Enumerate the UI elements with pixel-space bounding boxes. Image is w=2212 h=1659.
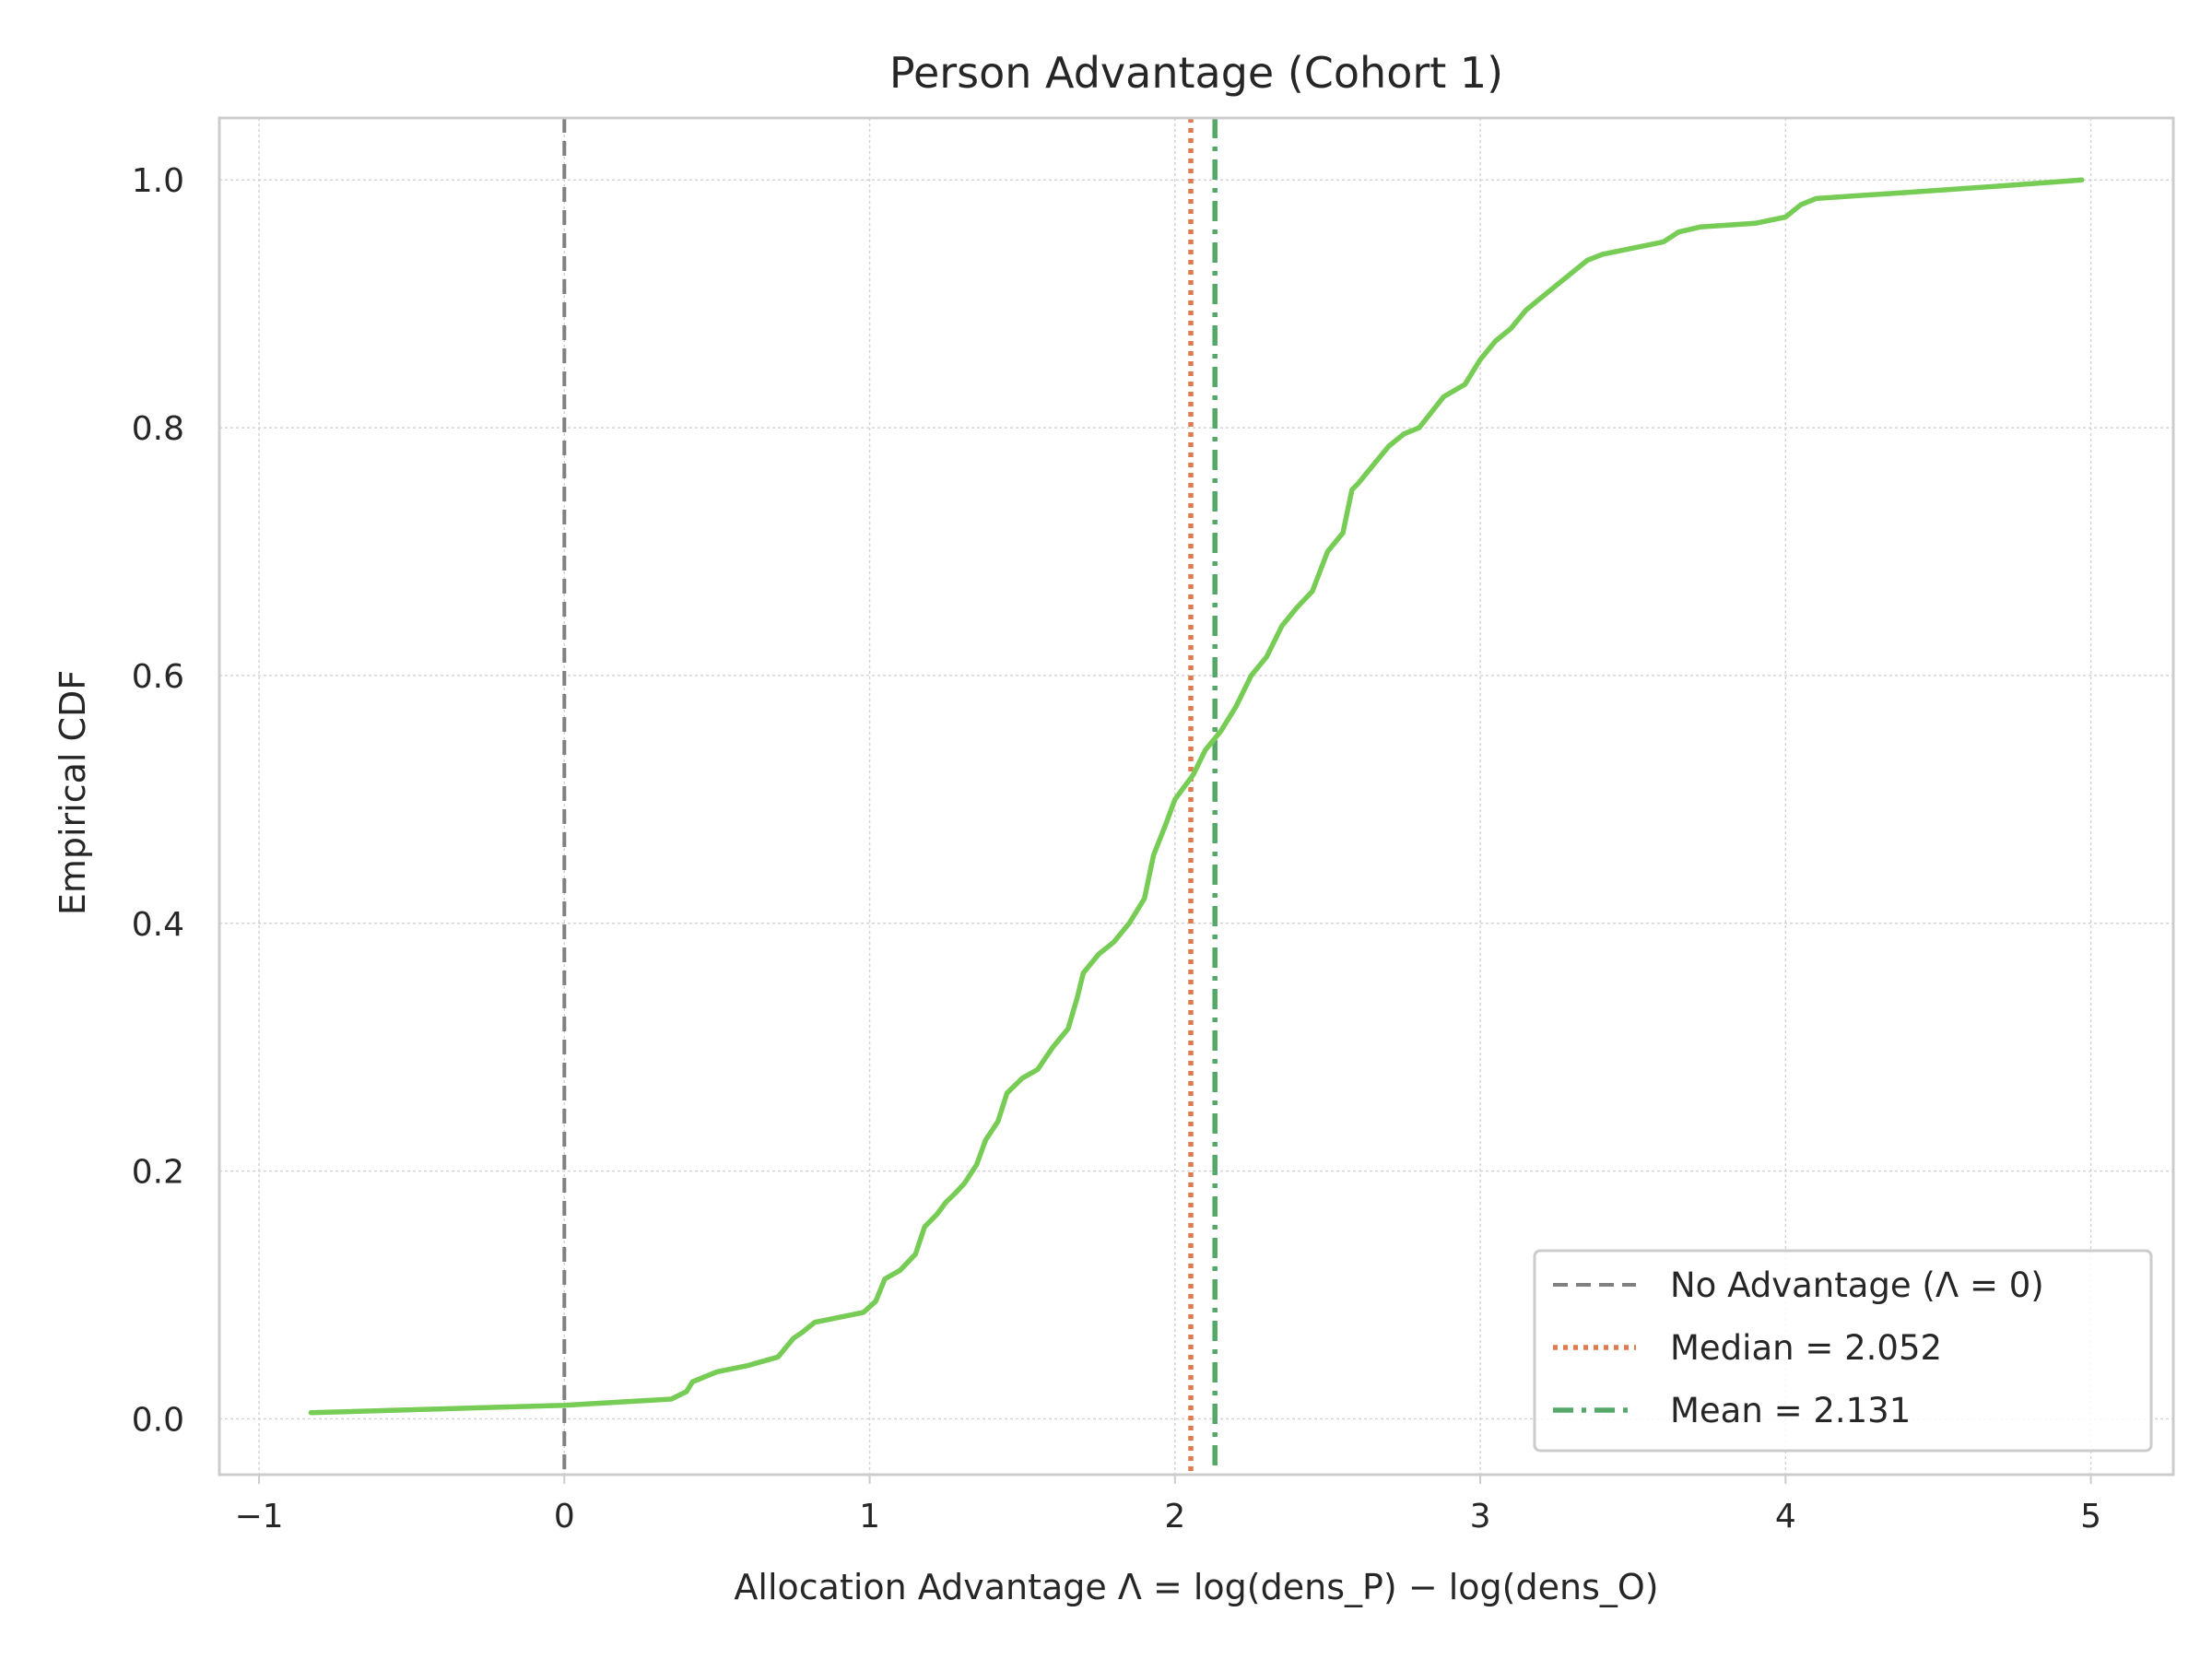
x-tick-label: 3 (1470, 1498, 1491, 1535)
x-tick-label: 4 (1775, 1498, 1796, 1535)
y-tick-label: 0.0 (132, 1402, 184, 1440)
legend-label: Mean = 2.131 (1670, 1391, 1911, 1430)
y-tick-label: 0.6 (132, 658, 184, 696)
legend-item-mean: Mean = 2.131 (1553, 1391, 1911, 1430)
x-axis-title: Allocation Advantage Λ = log(dens_P) − l… (734, 1567, 1658, 1607)
legend: No Advantage (Λ = 0) Median = 2.052 Mean =… (1533, 1249, 2153, 1453)
y-axis-ticks: 0.0 0.2 0.4 0.6 0.8 1.0 (132, 162, 184, 1439)
legend-item-no-advantage: No Advantage (Λ = 0) (1553, 1265, 2044, 1305)
legend-item-median: Median = 2.052 (1553, 1328, 1942, 1368)
legend-box (1533, 1249, 2153, 1453)
legend-label: No Advantage (Λ = 0) (1670, 1265, 2044, 1305)
x-tick-label: 0 (554, 1498, 575, 1535)
y-axis-title: Empirical CDF (53, 670, 93, 915)
plot-frame (218, 116, 2175, 1477)
reference-lines (562, 118, 1218, 1475)
y-tick-label: 1.0 (132, 162, 184, 200)
x-tick-label: −1 (235, 1498, 284, 1535)
x-tick-label: 1 (859, 1498, 880, 1535)
x-axis-ticks: −1 0 1 2 3 4 5 (235, 1475, 2101, 1535)
legend-label: Median = 2.052 (1670, 1328, 1942, 1368)
series-layer (308, 177, 2085, 1416)
chart-title: Person Advantage (Cohort 1) (889, 48, 1503, 98)
x-tick-label: 5 (2080, 1498, 2101, 1535)
y-tick-label: 0.2 (132, 1154, 184, 1192)
ecdf-series-line (308, 177, 2085, 1416)
y-tick-label: 0.8 (132, 410, 184, 448)
x-tick-label: 2 (1164, 1498, 1185, 1535)
y-tick-label: 0.4 (132, 906, 184, 944)
legend-items: No Advantage (Λ = 0) Median = 2.052 Mean =… (1553, 1265, 2044, 1430)
